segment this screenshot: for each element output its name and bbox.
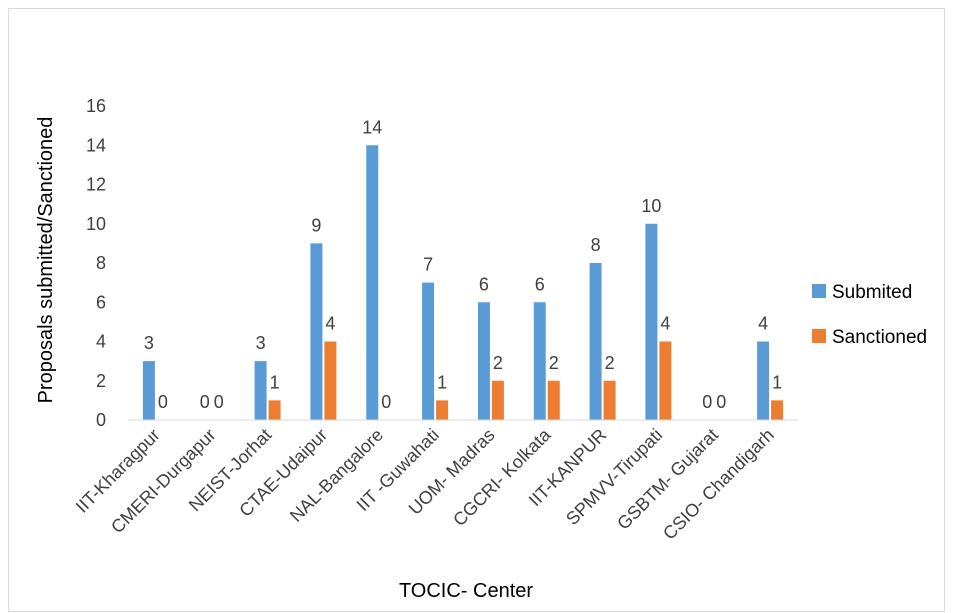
y-axis-title: Proposals submitted/Sanctioned bbox=[35, 117, 57, 404]
sanctioned-data-label: 1 bbox=[772, 372, 782, 392]
submitted-data-label: 10 bbox=[641, 196, 661, 216]
sanctioned-data-label: 4 bbox=[325, 314, 335, 334]
x-axis-ticks: IIT-KharagpurCMERI-DurgapurNEIST-JorhatC… bbox=[72, 424, 778, 544]
y-tick-label: 4 bbox=[96, 332, 106, 352]
sanctioned-data-label: 1 bbox=[270, 372, 280, 392]
submitted-bar bbox=[366, 145, 379, 420]
sanctioned-bar bbox=[491, 380, 504, 420]
submitted-bar bbox=[757, 341, 770, 420]
x-axis-title: TOCIC- Center bbox=[399, 580, 533, 602]
x-tick-label: CSIO- Chandigarh bbox=[659, 425, 778, 544]
sanctioned-bar bbox=[324, 341, 337, 420]
submitted-bar bbox=[142, 361, 155, 420]
x-tick-label: CMERI-Durgapur bbox=[107, 425, 219, 537]
submitted-data-label: 3 bbox=[256, 333, 266, 353]
legend: Submited Sanctioned bbox=[812, 282, 927, 348]
submitted-bar bbox=[422, 282, 435, 420]
y-tick-label: 10 bbox=[86, 214, 106, 234]
submitted-bar bbox=[477, 302, 490, 420]
sanctioned-legend-swatch bbox=[812, 329, 826, 343]
chart-frame bbox=[8, 8, 945, 612]
submitted-data-label: 0 bbox=[200, 392, 210, 412]
submitted-data-label: 6 bbox=[535, 274, 545, 294]
submitted-data-label: 8 bbox=[591, 235, 601, 255]
submitted-bar bbox=[254, 361, 267, 420]
sanctioned-bar bbox=[547, 380, 560, 420]
sanctioned-data-label: 0 bbox=[381, 392, 391, 412]
sanctioned-data-label: 2 bbox=[493, 353, 503, 373]
x-tick-label: CGCRI- Kolkata bbox=[449, 424, 555, 530]
submitted-data-label: 7 bbox=[423, 255, 433, 275]
sanctioned-data-label: 2 bbox=[605, 353, 615, 373]
x-tick-label: SPMVV-Tirupati bbox=[562, 425, 666, 529]
y-tick-label: 6 bbox=[96, 292, 106, 312]
submitted-data-label: 9 bbox=[311, 215, 321, 235]
sanctioned-bar bbox=[603, 380, 616, 420]
submitted-data-label: 14 bbox=[362, 117, 382, 137]
submitted-bar bbox=[533, 302, 546, 420]
sanctioned-data-label: 1 bbox=[437, 372, 447, 392]
sanctioned-bar bbox=[659, 341, 672, 420]
sanctioned-data-label: 2 bbox=[549, 353, 559, 373]
submitted-bar bbox=[645, 223, 658, 420]
submitted-data-label: 0 bbox=[702, 392, 712, 412]
y-tick-label: 2 bbox=[96, 371, 106, 391]
y-tick-label: 0 bbox=[96, 410, 106, 430]
submitted-data-label: 3 bbox=[144, 333, 154, 353]
sanctioned-legend-label: Sanctioned bbox=[832, 327, 927, 348]
sanctioned-data-label: 4 bbox=[660, 314, 670, 334]
y-tick-label: 14 bbox=[86, 135, 106, 155]
submitted-data-label: 6 bbox=[479, 274, 489, 294]
submitted-legend-swatch bbox=[812, 284, 826, 298]
y-tick-label: 8 bbox=[96, 253, 106, 273]
sanctioned-bar bbox=[268, 400, 281, 420]
x-tick-label: GSBTM- Gujarat bbox=[613, 425, 722, 534]
y-tick-label: 16 bbox=[86, 96, 106, 116]
sanctioned-data-label: 0 bbox=[158, 392, 168, 412]
y-axis-ticks: 0 2 4 6 8 10 12 14 16 bbox=[86, 96, 106, 430]
sanctioned-data-label: 0 bbox=[716, 392, 726, 412]
y-tick-label: 12 bbox=[86, 175, 106, 195]
submitted-legend-label: Submited bbox=[832, 282, 912, 303]
submitted-data-label: 4 bbox=[758, 314, 768, 334]
sanctioned-data-label: 0 bbox=[214, 392, 224, 412]
submitted-bar bbox=[589, 263, 602, 420]
sanctioned-bar bbox=[436, 400, 449, 420]
bars-group bbox=[142, 145, 784, 420]
sanctioned-bar bbox=[771, 400, 784, 420]
submitted-bar bbox=[310, 243, 323, 420]
